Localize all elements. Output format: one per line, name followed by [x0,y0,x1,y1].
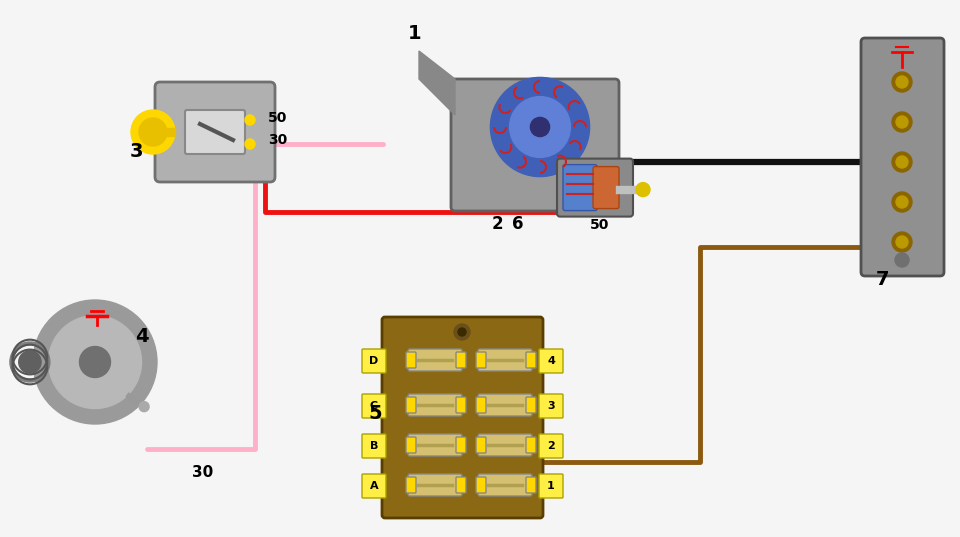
FancyBboxPatch shape [382,317,543,518]
Circle shape [19,351,41,373]
FancyBboxPatch shape [526,477,536,493]
Circle shape [896,76,908,88]
FancyBboxPatch shape [478,349,532,371]
FancyBboxPatch shape [155,82,275,182]
Circle shape [896,196,908,208]
Circle shape [139,402,149,412]
FancyBboxPatch shape [478,394,532,416]
Text: 4: 4 [547,356,555,366]
Text: A: A [370,481,378,491]
Text: 30: 30 [192,465,213,480]
FancyBboxPatch shape [362,434,386,458]
Circle shape [636,183,650,197]
Circle shape [458,328,466,336]
Circle shape [892,152,912,172]
FancyBboxPatch shape [478,474,532,496]
FancyBboxPatch shape [408,474,462,496]
Circle shape [895,253,909,267]
Text: 50: 50 [590,218,610,232]
FancyBboxPatch shape [185,110,245,154]
FancyBboxPatch shape [406,437,416,453]
Circle shape [896,156,908,168]
FancyBboxPatch shape [408,434,462,456]
FancyBboxPatch shape [476,352,486,368]
Circle shape [245,139,255,149]
FancyBboxPatch shape [593,166,619,208]
FancyBboxPatch shape [456,437,466,453]
Text: D: D [370,356,378,366]
Circle shape [892,72,912,92]
FancyBboxPatch shape [362,349,386,373]
FancyBboxPatch shape [406,397,416,413]
Circle shape [892,232,912,252]
Text: B: B [370,441,378,451]
FancyBboxPatch shape [456,397,466,413]
Text: 5: 5 [368,404,382,423]
Circle shape [33,300,157,424]
Circle shape [80,346,110,378]
Circle shape [491,77,589,177]
FancyBboxPatch shape [476,397,486,413]
Text: 4: 4 [135,327,149,346]
FancyBboxPatch shape [526,437,536,453]
Text: 1: 1 [408,24,421,43]
Text: 6: 6 [512,215,523,233]
FancyBboxPatch shape [557,158,633,216]
FancyBboxPatch shape [451,79,619,211]
Text: 50: 50 [268,111,287,125]
Bar [153,128,175,136]
Circle shape [892,192,912,212]
Text: 3: 3 [547,401,555,411]
FancyBboxPatch shape [408,349,462,371]
Text: 1: 1 [547,481,555,491]
FancyBboxPatch shape [563,165,597,211]
Circle shape [131,110,175,154]
FancyBboxPatch shape [861,38,944,276]
Text: 2: 2 [547,441,555,451]
FancyBboxPatch shape [526,352,536,368]
Circle shape [896,116,908,128]
FancyBboxPatch shape [408,394,462,416]
Text: 30: 30 [268,133,287,147]
Circle shape [510,97,570,157]
Text: 3: 3 [130,142,143,161]
FancyBboxPatch shape [478,434,532,456]
FancyBboxPatch shape [476,437,486,453]
Circle shape [892,112,912,132]
Circle shape [530,118,549,136]
Circle shape [139,118,167,146]
FancyBboxPatch shape [406,477,416,493]
Circle shape [896,236,908,248]
Polygon shape [419,51,455,115]
FancyBboxPatch shape [362,394,386,418]
FancyBboxPatch shape [539,434,563,458]
FancyBboxPatch shape [456,352,466,368]
Text: 7: 7 [876,270,890,289]
Circle shape [454,324,470,340]
FancyBboxPatch shape [539,394,563,418]
Circle shape [245,115,255,125]
Text: 2: 2 [492,215,504,233]
FancyBboxPatch shape [406,352,416,368]
FancyBboxPatch shape [539,474,563,498]
FancyBboxPatch shape [526,397,536,413]
FancyBboxPatch shape [476,477,486,493]
FancyBboxPatch shape [362,474,386,498]
FancyBboxPatch shape [539,349,563,373]
FancyBboxPatch shape [456,477,466,493]
Text: C: C [370,401,378,411]
Circle shape [49,316,141,409]
